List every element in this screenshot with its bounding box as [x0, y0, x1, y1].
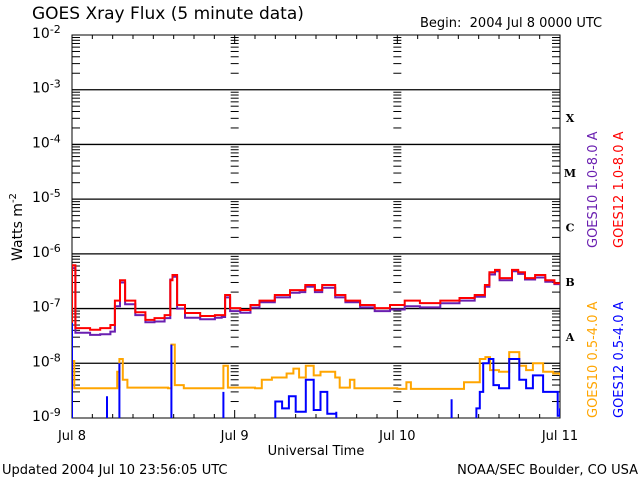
chart-title: GOES Xray Flux (5 minute data): [32, 4, 304, 24]
y-tick-base: 10: [32, 26, 50, 42]
series-line-goes12-1-0-8-0-a: [72, 264, 560, 418]
y-axis-label: Watts m-2: [8, 193, 26, 261]
series-line-goes12-0-5-4-0-a: [72, 322, 560, 418]
y-tick-base: 10: [32, 135, 50, 151]
flare-class-label: C: [566, 222, 575, 235]
x-tick-label: Jul 10: [378, 429, 415, 444]
y-tick-exponent: -3: [50, 78, 61, 91]
y-tick-exponent: -4: [50, 132, 61, 145]
y-tick-label: 10-6: [32, 242, 61, 261]
flare-class-label: B: [565, 276, 574, 289]
flare-class-label: M: [564, 167, 576, 180]
plot-frame: [71, 34, 561, 419]
y-tick-label: 10-3: [32, 78, 61, 97]
legend-label: GOES12 1.0-8.0 A: [612, 131, 627, 248]
y-tick-exponent: -7: [50, 297, 61, 310]
y-tick-label: 10-8: [32, 351, 61, 370]
y-tick-base: 10: [32, 300, 50, 316]
y-tick-label: 10-7: [32, 297, 61, 316]
y-tick-base: 10: [32, 245, 50, 261]
legend-label: GOES12 0.5-4.0 A: [612, 301, 627, 418]
legend-entry: GOES10 0.5-4.0 A: [586, 301, 601, 418]
legend-entry: GOES12 1.0-8.0 A: [612, 131, 627, 248]
y-tick-exponent: -9: [50, 406, 61, 419]
y-axis-label-text: Watts m: [10, 203, 26, 261]
x-tick-label: Jul 8: [57, 429, 86, 444]
y-tick-exponent: -2: [50, 23, 61, 36]
flare-class-label: X: [566, 112, 575, 125]
chart-begin-label: Begin: 2004 Jul 8 0000 UTC: [420, 16, 602, 31]
y-tick-base: 10: [32, 409, 50, 425]
legend-entry: GOES10 1.0-8.0 A: [586, 131, 601, 248]
y-tick-exponent: -6: [50, 242, 61, 255]
y-tick-exponent: -5: [50, 187, 61, 200]
x-tick-label: Jul 11: [541, 429, 578, 444]
flare-class-label: A: [565, 331, 575, 344]
y-tick-label: 10-5: [32, 187, 61, 206]
y-tick-label: 10-4: [32, 132, 61, 151]
y-tick-label: 10-9: [32, 406, 61, 425]
legend-entry: GOES12 0.5-4.0 A: [612, 301, 627, 418]
y-tick-base: 10: [32, 81, 50, 97]
y-axis-label-sup: -2: [8, 193, 19, 203]
x-axis-label: Universal Time: [268, 444, 365, 459]
footer-updated: Updated 2004 Jul 10 23:56:05 UTC: [2, 463, 227, 478]
y-tick-base: 10: [32, 190, 50, 206]
y-tick-exponent: -8: [50, 351, 61, 364]
y-tick-label: 10-2: [32, 23, 61, 42]
footer-credit: NOAA/SEC Boulder, CO USA: [457, 463, 638, 478]
legend-label: GOES10 1.0-8.0 A: [586, 131, 601, 248]
y-tick-base: 10: [32, 354, 50, 370]
x-tick-label: Jul 9: [220, 429, 249, 444]
legend-label: GOES10 0.5-4.0 A: [586, 301, 601, 418]
series-line-goes10-0-5-4-0-a: [72, 343, 560, 418]
